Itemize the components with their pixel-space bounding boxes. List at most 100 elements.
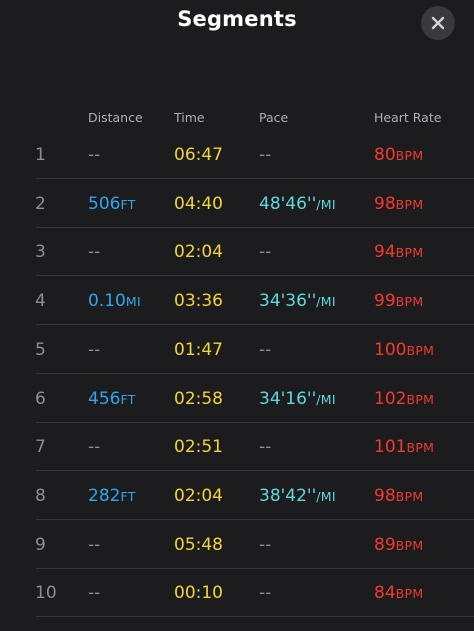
segment-index: 10	[35, 583, 57, 604]
segment-row[interactable]: 6 456FT 02:58 34'16''/MI 102BPM	[0, 375, 474, 423]
column-header-time: Time	[174, 110, 205, 125]
column-header-distance: Distance	[88, 110, 143, 125]
distance-value: 456	[88, 388, 121, 409]
pace-value: 48'46''	[259, 193, 317, 214]
segment-pace: 34'36''/MI	[259, 277, 336, 326]
segment-pace: --	[259, 131, 271, 180]
distance-value: --	[88, 583, 101, 604]
segment-time: 02:58	[174, 388, 223, 409]
segment-time: 02:04	[174, 242, 223, 263]
segment-row[interactable]: 9 -- 05:48 -- 89BPM	[0, 521, 474, 569]
distance-value: 506	[88, 193, 121, 214]
heart-rate-unit: BPM	[406, 342, 435, 358]
segment-distance: 456FT	[88, 375, 136, 424]
segment-heart-rate: 94BPM	[374, 228, 423, 277]
heart-rate-unit: BPM	[395, 294, 424, 310]
heart-rate-value: 101	[374, 437, 407, 458]
heart-rate-unit: BPM	[395, 537, 424, 553]
heart-rate-value: 99	[374, 291, 396, 312]
segment-row[interactable]: 5 -- 01:47 -- 100BPM	[0, 326, 474, 374]
segment-heart-rate: 98BPM	[374, 180, 423, 229]
segment-time: 05:48	[174, 534, 223, 555]
segment-heart-rate: 100BPM	[374, 326, 434, 375]
segment-pace: 38'42''/MI	[259, 472, 336, 521]
segment-row[interactable]: 7 -- 02:51 -- 101BPM	[0, 423, 474, 472]
segment-pace: --	[259, 569, 271, 618]
segment-pace: 48'46''/MI	[259, 180, 336, 229]
heart-rate-value: 102	[374, 388, 407, 409]
segment-distance: 506FT	[88, 180, 136, 229]
heart-rate-unit: BPM	[406, 391, 435, 407]
segment-time: 00:10	[174, 583, 223, 604]
row-divider	[36, 226, 474, 228]
distance-value: --	[88, 242, 101, 263]
row-divider	[36, 616, 474, 618]
segment-row[interactable]: 2 506FT 04:40 48'46''/MI 98BPM	[0, 180, 474, 228]
page-title: Segments	[177, 7, 297, 31]
segment-row[interactable]: 1 -- 06:47 -- 80BPM	[0, 131, 474, 179]
pace-unit: /MI	[316, 294, 336, 310]
segment-heart-rate: 80BPM	[374, 131, 423, 180]
heart-rate-unit: BPM	[395, 245, 424, 261]
segment-index: 5	[35, 339, 46, 360]
row-divider	[36, 567, 474, 569]
segment-time: 03:36	[174, 291, 223, 312]
segment-heart-rate: 98BPM	[374, 472, 423, 521]
heart-rate-value: 94	[374, 242, 396, 263]
close-icon	[431, 16, 445, 30]
distance-value: --	[88, 145, 101, 165]
segment-row[interactable]: 10 -- 00:10 -- 84BPM	[0, 569, 474, 618]
segment-index: 8	[35, 485, 46, 506]
column-header-heart-rate: Heart Rate	[374, 110, 442, 125]
pace-value: --	[259, 534, 272, 555]
row-divider	[36, 275, 474, 277]
segment-pace: --	[259, 228, 271, 277]
segment-row[interactable]: 4 0.10MI 03:36 34'36''/MI 99BPM	[0, 277, 474, 326]
heart-rate-value: 100	[374, 339, 407, 360]
distance-unit: MI	[125, 294, 141, 310]
column-header-pace: Pace	[259, 110, 289, 125]
segment-pace: 34'16''/MI	[259, 375, 336, 424]
heart-rate-value: 84	[374, 583, 396, 604]
segment-pace: --	[259, 326, 271, 375]
pace-value: 38'42''	[259, 485, 317, 506]
segment-row[interactable]: 3 -- 02:04 -- 94BPM	[0, 228, 474, 277]
segment-distance: --	[88, 326, 100, 375]
distance-value: --	[88, 339, 101, 360]
close-button[interactable]	[421, 6, 455, 40]
segment-distance: 282FT	[88, 472, 136, 521]
segment-index: 9	[35, 534, 46, 555]
row-divider	[36, 178, 474, 179]
distance-unit: FT	[120, 488, 136, 504]
segment-heart-rate: 84BPM	[374, 569, 423, 618]
segment-heart-rate: 99BPM	[374, 277, 423, 326]
pace-unit: /MI	[316, 391, 336, 407]
pace-value: 34'16''	[259, 388, 317, 409]
heart-rate-unit: BPM	[395, 196, 424, 212]
segment-distance: --	[88, 131, 100, 180]
pace-value: 34'36''	[259, 291, 317, 312]
segment-distance: 0.10MI	[88, 277, 141, 326]
segment-time: 01:47	[174, 339, 223, 360]
segment-time: 02:04	[174, 485, 223, 506]
segment-heart-rate: 101BPM	[374, 423, 434, 472]
segment-time: 04:40	[174, 193, 223, 214]
distance-value: 282	[88, 485, 121, 506]
segment-index: 3	[35, 242, 46, 263]
segment-index: 4	[35, 291, 46, 312]
segment-distance: --	[88, 423, 100, 472]
pace-value: --	[259, 339, 272, 360]
segment-row[interactable]: 8 282FT 02:04 38'42''/MI 98BPM	[0, 472, 474, 520]
distance-value: 0.10	[88, 291, 126, 312]
heart-rate-unit: BPM	[406, 440, 435, 456]
row-divider	[36, 518, 474, 520]
row-divider	[36, 470, 474, 472]
segment-distance: --	[88, 521, 100, 570]
segment-pace: --	[259, 521, 271, 570]
row-divider	[36, 324, 474, 326]
distance-unit: FT	[120, 196, 136, 212]
heart-rate-value: 89	[374, 534, 396, 555]
distance-value: --	[88, 534, 101, 555]
heart-rate-unit: BPM	[395, 488, 424, 504]
row-divider	[36, 421, 474, 423]
